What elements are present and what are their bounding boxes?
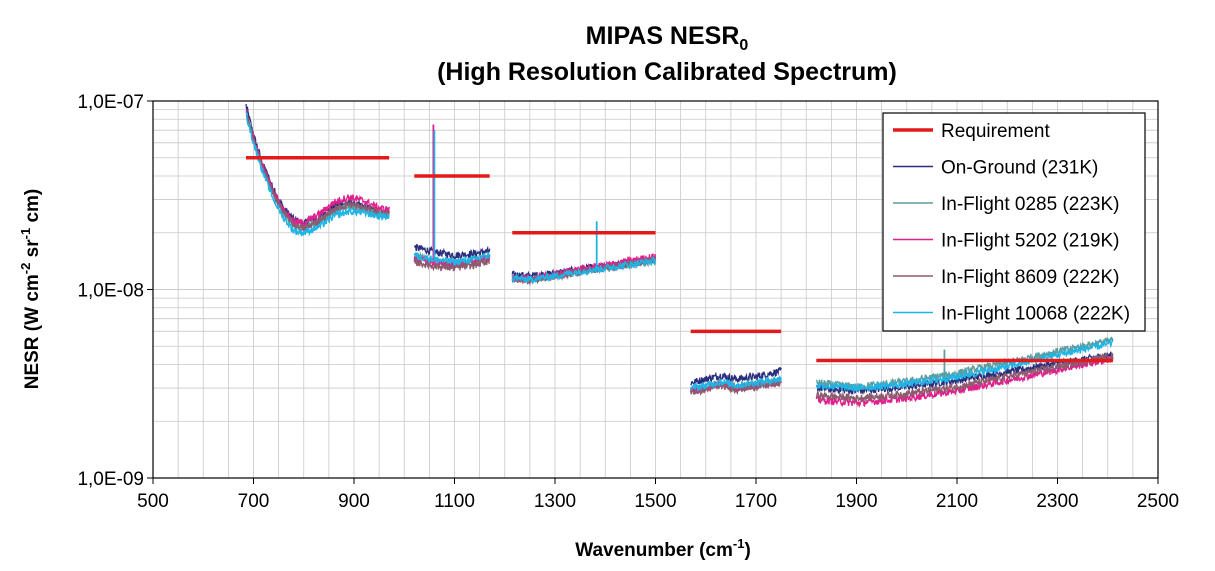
y-axis-label: NESR (W cm-2 sr-1 cm) [18,189,43,390]
spectrum-band-line [690,375,782,393]
x-tick-label: 1500 [634,491,676,512]
legend: Requirement On-Ground (231K) In-Flight 028… [882,112,1146,332]
x-axis-ticks: 500 700 900 1100 1300 1500 1700 1900 2100 2300 250… [137,478,1179,512]
y-axis-ticks: 1,0E-09 1,0E-08 1,0E-07 [77,92,153,490]
spectrum-band-line [413,251,491,266]
spectrum-band-line [245,111,390,237]
legend-label-in-flight-10068-222k: In-Flight 10068 (222K) [941,304,1130,325]
series-in-flight-10068-222k [245,111,1114,393]
chart-title-subscript: 0 [739,37,748,54]
x-axis-label: Wavenumber (cm-1) [575,536,751,561]
spectrum-band-line [511,256,657,285]
series-requirement [245,155,1113,363]
x-tick-label: 1900 [835,491,877,512]
spectrum-band-line [414,256,491,272]
chart-subtitle: (High Resolution Calibrated Spectrum) [437,58,897,86]
legend-label-in-flight-5202-219k: In-Flight 5202 (219K) [941,231,1120,252]
x-tick-label: 2100 [936,491,978,512]
legend-label-in-flight-0285-223k: In-Flight 0285 (223K) [941,194,1120,215]
legend-label-in-flight-8609-222k: In-Flight 8609 (222K) [941,267,1120,288]
spectrum-band-line [245,114,390,233]
x-tick-label: 900 [338,491,370,512]
x-tick-label: 1300 [534,491,576,512]
spectrum-band-line [815,339,1114,392]
legend-label-on-ground-231k: On-Ground (231K) [941,158,1098,179]
y-tick-label: 1,0E-08 [77,281,144,302]
legend-box [882,112,1146,332]
legend-label-requirement: Requirement [941,121,1050,142]
x-tick-label: 2300 [1036,491,1078,512]
plot-border [152,100,1159,479]
chart-title-main: MIPAS NESR [586,22,740,50]
x-tick-label: 500 [137,491,169,512]
x-tick-label: 700 [238,491,270,512]
spectrum-band-line [816,351,1114,403]
x-tick-label: 1700 [735,491,777,512]
x-tick-label: 1100 [434,491,475,512]
y-tick-label: 1,0E-07 [77,92,144,113]
x-tick-label: 2500 [1137,491,1179,512]
series-layer [245,104,1114,408]
y-tick-label: 1,0E-09 [77,469,144,490]
spectrum-band-line [413,243,491,261]
chart-title: MIPAS NESR0 [586,22,749,54]
